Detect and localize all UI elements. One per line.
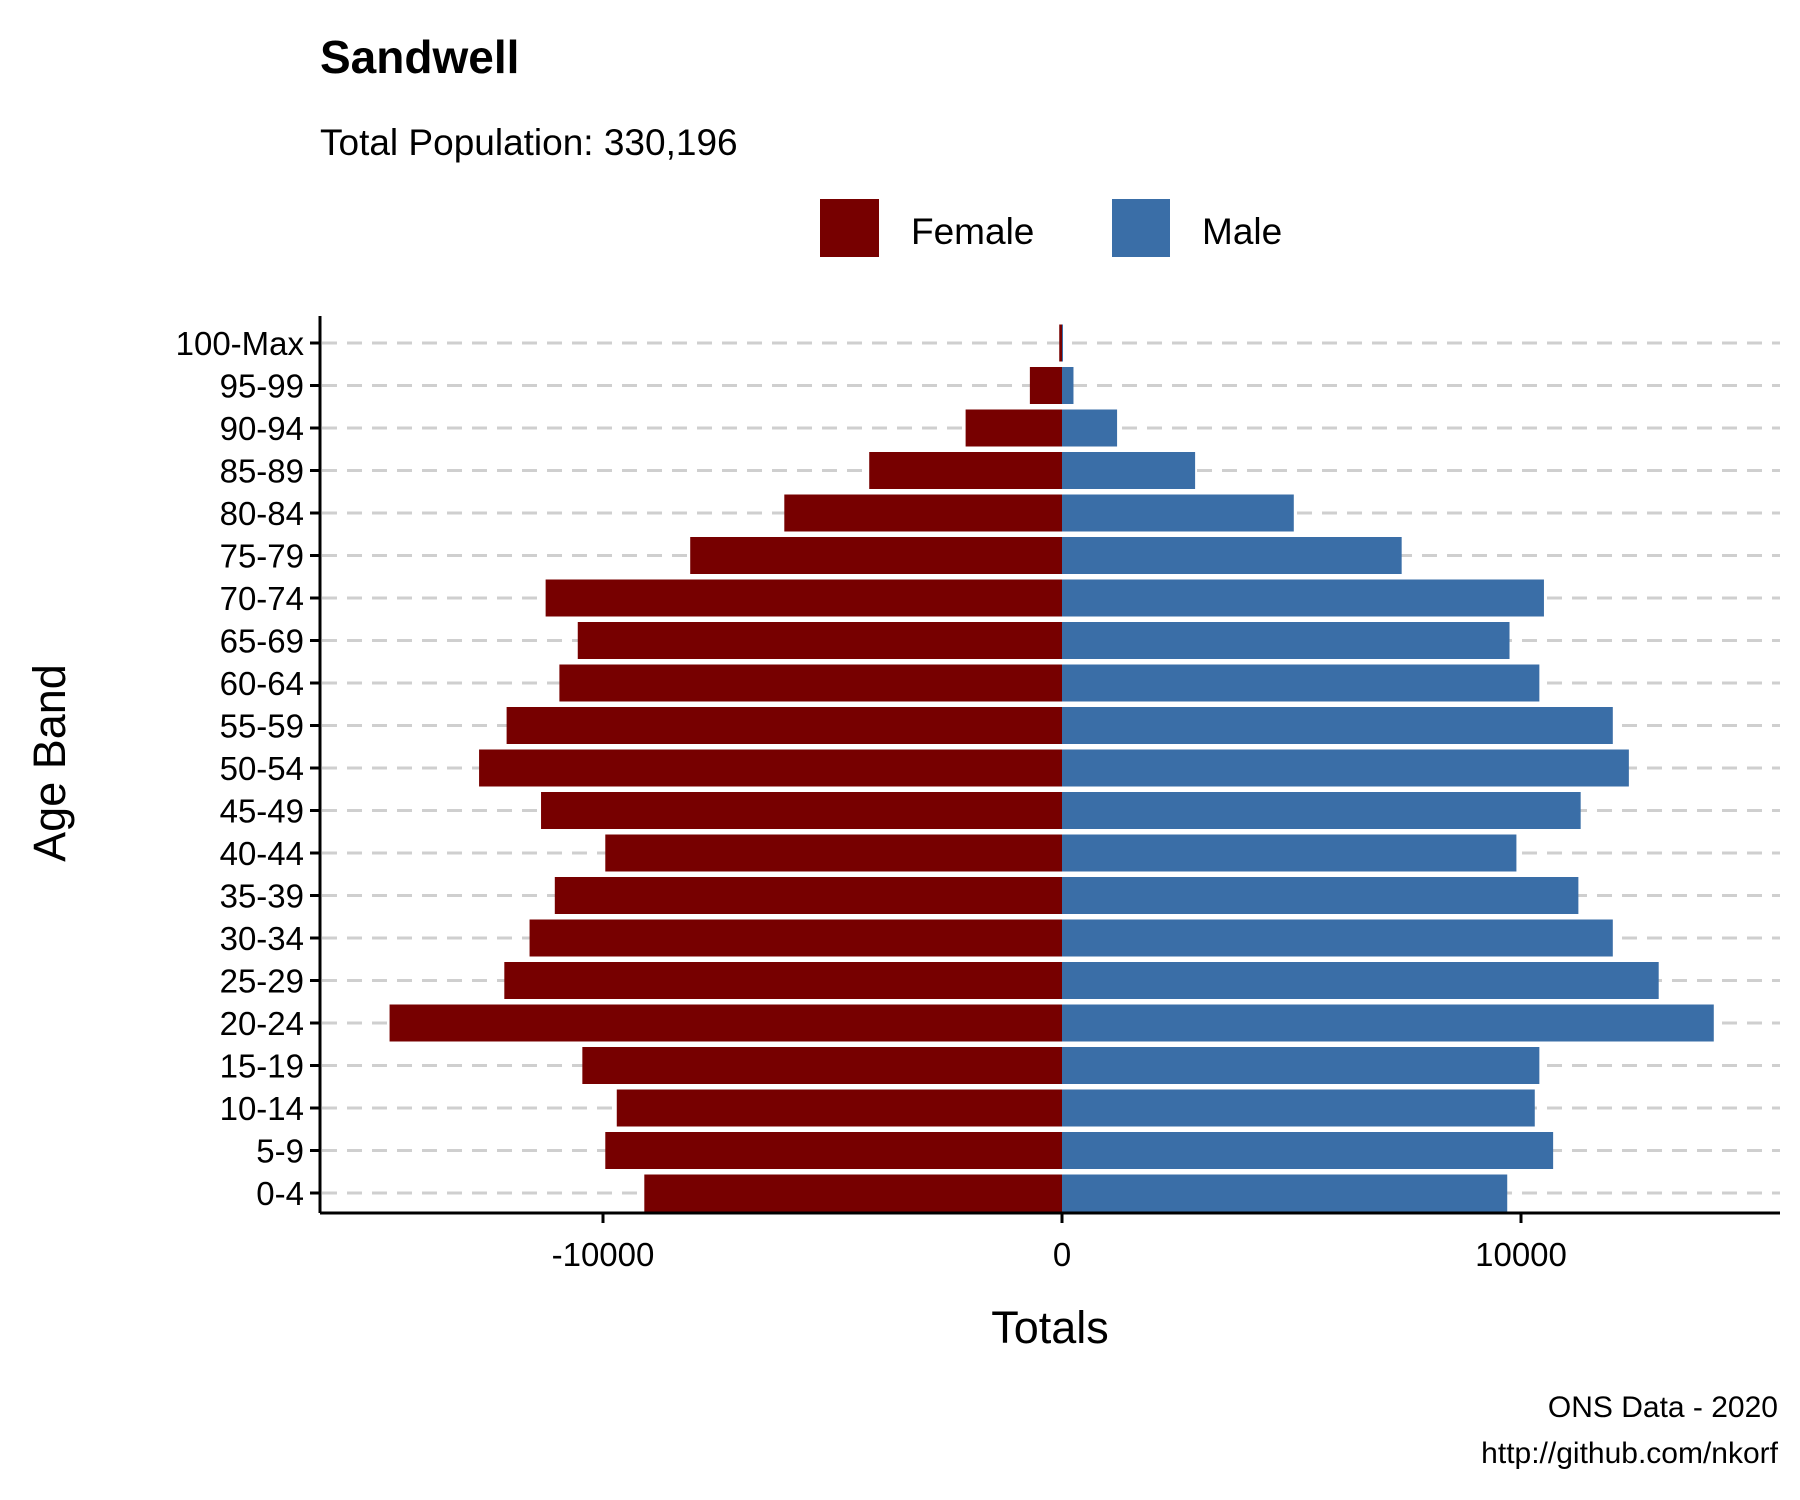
bar-female-15-19 (582, 1047, 1062, 1084)
x-axis-title: Totals (991, 1302, 1109, 1353)
bar-male-75-79 (1062, 537, 1402, 574)
bar-female-70-74 (545, 579, 1062, 617)
bar-female-30-34 (529, 919, 1062, 957)
y-tick-label: 5-9 (256, 1133, 304, 1170)
y-tick-label: 65-69 (220, 623, 304, 660)
bar-female-80-84 (784, 494, 1062, 532)
bar-male-100-Max (1062, 324, 1063, 362)
legend-swatch-male (1112, 199, 1170, 257)
bar-male-55-59 (1062, 707, 1613, 744)
x-tick-label: -10000 (552, 1236, 655, 1273)
y-tick-label: 60-64 (220, 665, 304, 702)
bar-female-5-9 (605, 1132, 1062, 1169)
bar-female-85-89 (869, 452, 1062, 489)
legend-label-male: Male (1202, 211, 1282, 252)
y-tick-label: 25-29 (220, 963, 304, 1000)
bar-female-45-49 (541, 792, 1062, 829)
y-tick-label: 95-99 (220, 368, 304, 405)
x-tick-label: 10000 (1475, 1236, 1567, 1273)
bar-male-15-19 (1062, 1047, 1540, 1084)
y-tick-label: 15-19 (220, 1048, 304, 1085)
bar-male-30-34 (1062, 919, 1613, 957)
y-tick-label: 40-44 (220, 835, 304, 872)
legend: Female Male (820, 199, 1282, 257)
y-tick-label: 80-84 (220, 495, 304, 532)
bar-female-90-94 (965, 409, 1062, 447)
bar-female-50-54 (479, 749, 1062, 787)
x-axis-ticks: -10000 0 10000 (552, 1213, 1567, 1273)
y-tick-label: 70-74 (220, 580, 304, 617)
bar-male-85-89 (1062, 452, 1196, 489)
bar-male-45-49 (1062, 792, 1581, 829)
bar-female-10-14 (616, 1089, 1062, 1127)
chart-subtitle: Total Population: 330,196 (320, 122, 738, 163)
y-tick-label: 90-94 (220, 410, 304, 447)
y-tick-label: 55-59 (220, 708, 304, 745)
bar-male-95-99 (1062, 367, 1074, 404)
bar-female-75-79 (690, 537, 1062, 574)
y-tick-label: 50-54 (220, 750, 304, 787)
y-tick-label: 85-89 (220, 453, 304, 490)
bar-male-40-44 (1062, 834, 1517, 872)
bar-female-95-99 (1029, 367, 1062, 404)
axes (318, 316, 1780, 1215)
bar-female-60-64 (559, 664, 1062, 702)
bars (389, 324, 1714, 1212)
bar-female-20-24 (389, 1004, 1062, 1042)
bar-male-70-74 (1062, 579, 1544, 617)
y-tick-label: 10-14 (220, 1090, 304, 1127)
bar-male-0-4 (1062, 1174, 1508, 1212)
bar-male-50-54 (1062, 749, 1629, 787)
y-tick-label: 35-39 (220, 878, 304, 915)
bar-male-5-9 (1062, 1132, 1554, 1169)
y-tick-label: 20-24 (220, 1005, 304, 1042)
bar-female-25-29 (504, 962, 1062, 999)
bar-female-0-4 (644, 1174, 1062, 1212)
chart-title: Sandwell (320, 31, 519, 83)
bar-female-40-44 (605, 834, 1062, 872)
bar-female-55-59 (506, 707, 1062, 744)
caption-url: http://github.com/nkorf (1481, 1437, 1778, 1470)
bar-female-65-69 (577, 622, 1062, 659)
legend-label-female: Female (911, 211, 1034, 252)
bar-male-80-84 (1062, 494, 1294, 532)
bar-male-35-39 (1062, 877, 1579, 914)
legend-swatch-female (820, 199, 879, 257)
bar-female-100-Max (1059, 324, 1062, 362)
bar-male-20-24 (1062, 1004, 1714, 1042)
bar-male-25-29 (1062, 962, 1659, 999)
bar-female-35-39 (554, 877, 1062, 914)
bar-male-60-64 (1062, 664, 1540, 702)
y-tick-label: 30-34 (220, 920, 304, 957)
y-tick-label: 100-Max (176, 325, 305, 362)
bar-male-90-94 (1062, 409, 1118, 447)
x-tick-label: 0 (1053, 1236, 1071, 1273)
bar-male-65-69 (1062, 622, 1510, 659)
y-axis-title: Age Band (24, 664, 75, 862)
caption-source: ONS Data - 2020 (1548, 1391, 1778, 1424)
y-tick-label: 0-4 (256, 1175, 304, 1212)
y-tick-label: 75-79 (220, 538, 304, 575)
bar-male-10-14 (1062, 1089, 1535, 1127)
y-axis-ticks: 0-4 5-9 10-14 15-19 20-24 25-29 30-34 35-39 40-4… (176, 325, 320, 1212)
y-tick-label: 45-49 (220, 793, 304, 830)
